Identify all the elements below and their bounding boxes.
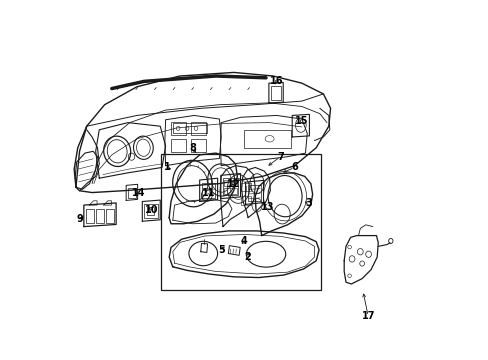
Text: 13: 13 xyxy=(261,202,274,212)
Text: 10: 10 xyxy=(144,206,158,216)
Bar xyxy=(146,207,154,215)
Bar xyxy=(96,210,103,223)
Bar xyxy=(144,204,158,218)
Bar xyxy=(247,185,261,201)
Bar xyxy=(85,210,93,223)
Text: 2: 2 xyxy=(244,252,251,262)
Bar xyxy=(171,122,185,135)
Bar xyxy=(270,86,281,100)
Text: 12: 12 xyxy=(226,179,240,189)
Text: 15: 15 xyxy=(295,116,308,126)
Bar xyxy=(202,183,215,198)
Text: 8: 8 xyxy=(189,143,196,153)
Text: 3: 3 xyxy=(305,198,312,208)
Bar xyxy=(224,180,237,186)
Bar xyxy=(224,188,237,194)
Bar xyxy=(161,154,320,290)
Text: 1: 1 xyxy=(163,162,170,172)
Bar xyxy=(223,178,238,195)
Bar xyxy=(241,197,250,205)
Text: 4: 4 xyxy=(241,236,247,246)
Bar xyxy=(190,139,205,152)
Text: 6: 6 xyxy=(291,162,298,172)
Bar xyxy=(171,139,185,152)
Bar xyxy=(190,122,205,135)
Bar xyxy=(105,210,113,223)
Text: 7: 7 xyxy=(276,152,283,162)
Text: 17: 17 xyxy=(361,311,374,321)
Text: 16: 16 xyxy=(269,76,283,86)
Bar xyxy=(128,188,136,198)
Bar xyxy=(241,183,250,192)
Text: 14: 14 xyxy=(132,188,145,198)
Text: 9: 9 xyxy=(76,215,83,224)
Bar xyxy=(244,130,290,148)
Text: 11: 11 xyxy=(202,188,215,198)
Text: 5: 5 xyxy=(217,245,224,255)
Bar xyxy=(172,123,206,134)
